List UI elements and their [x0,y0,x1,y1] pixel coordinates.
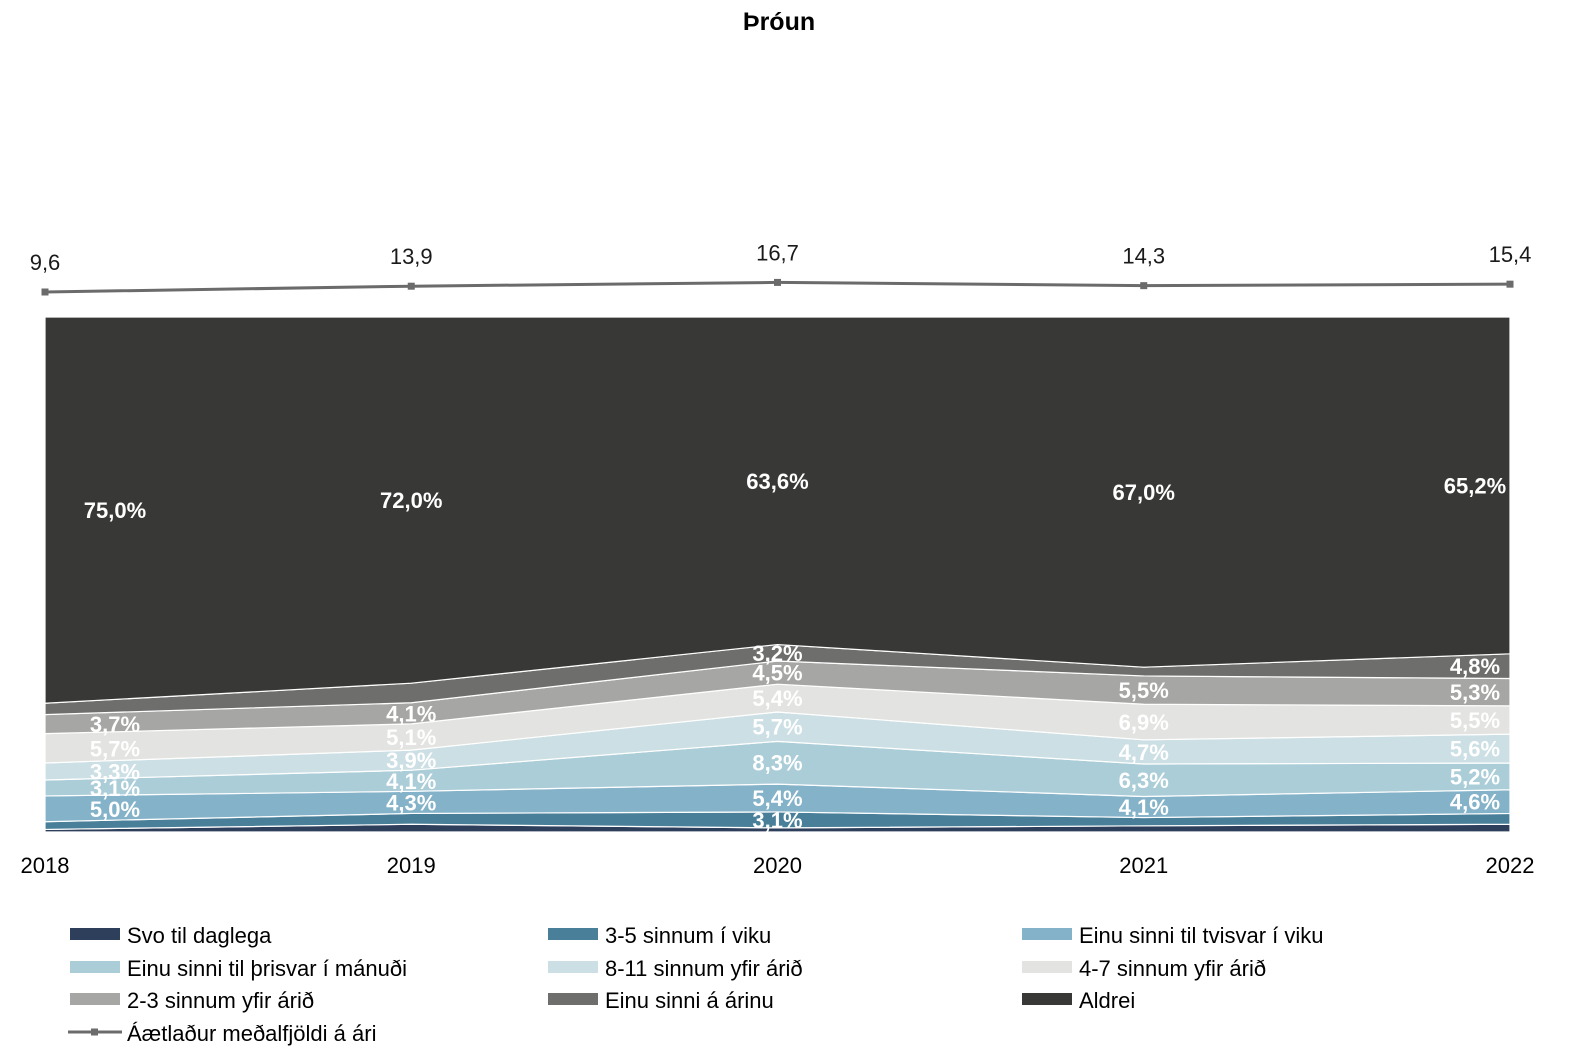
value-label: 5,6% [1450,737,1500,762]
value-label: 8,3% [752,751,802,776]
legend-label: Svo til daglega [127,923,272,948]
stacked-areas [44,316,1511,833]
legend-swatch [548,928,598,940]
value-label: 5,1% [386,725,436,750]
average-value-label: 9,6 [30,250,61,275]
average-value-label: 16,7 [756,240,799,265]
area-aldrei [44,316,1511,704]
value-label: 6,9% [1119,710,1169,735]
value-label: 4,7% [1119,740,1169,765]
value-label: 65,2% [1444,473,1506,498]
average-point [407,282,415,290]
value-label: 67,0% [1113,480,1175,505]
value-label: 4,6% [1450,790,1500,815]
legend-label: Einu sinni til þrisvar í mánuði [127,956,407,981]
chart-title: Þróun [743,8,815,36]
legend-label: Einu sinni til tvisvar í viku [1079,923,1324,948]
legend-label: Aldrei [1079,988,1135,1013]
average-point [1506,280,1514,288]
legend-label: 3-5 sinnum í viku [605,923,771,948]
legend-label: 8-11 sinnum yfir árið [605,956,803,981]
value-label: 5,4% [752,786,802,811]
value-label: 5,7% [752,715,802,740]
value-label: 4,1% [386,701,436,726]
value-label: 4,1% [386,769,436,794]
value-label: 5,7% [90,736,140,761]
value-label: 4,8% [1450,654,1500,679]
x-tick-label: 2019 [387,853,436,878]
value-label: 4,3% [386,790,436,815]
x-axis: 2018 2019 2020 2021 2022 [21,853,1535,878]
value-label: 4,5% [752,661,802,686]
value-labels: 3,1%5,0% 4,3% 5,4% 4,1% 4,6%3,1% 4,1%8,3%6,3%… [84,469,1506,833]
legend: Svo til daglega 3-5 sinnum í viku Einu sin… [68,923,1324,1046]
legend-swatch [1022,961,1072,973]
value-label: 3,3% [90,759,140,784]
legend-swatch [548,993,598,1005]
value-label: 3,9% [386,748,436,773]
value-label: 6,3% [1119,768,1169,793]
average-point [41,288,49,296]
value-label: 63,6% [746,469,808,494]
average-value-label: 15,4 [1489,242,1532,267]
legend-swatch [1022,993,1072,1005]
x-tick-label: 2021 [1119,853,1168,878]
value-label: 5,4% [752,686,802,711]
legend-label: 2-3 sinnum yfir árið [127,988,314,1013]
value-label: 5,5% [1450,708,1500,733]
legend-label: 4-7 sinnum yfir árið [1079,956,1266,981]
value-label: 3,1% [752,808,802,833]
average-point [1140,282,1148,290]
value-label: 3,1% [90,776,140,801]
x-tick-label: 2018 [21,853,70,878]
legend-swatch [548,961,598,973]
legend-label: Áætlaður meðalfjöldi á ári [127,1021,376,1046]
value-label: 3,7% [90,712,140,737]
value-label: 75,0% [84,498,146,523]
value-label: 3,2% [752,641,802,666]
legend-swatch [70,928,120,940]
x-tick-label: 2022 [1486,853,1535,878]
legend-line-marker [91,1028,98,1036]
value-label: 5,3% [1450,680,1500,705]
average-point [774,278,781,286]
legend-swatch [70,961,120,973]
value-label: 5,5% [1119,678,1169,703]
legend-swatch [1022,928,1072,940]
average-line-group: 9,6 13,9 16,7 14,3 15,4 [30,240,1532,296]
value-label: 72,0% [380,488,442,513]
legend-label: Einu sinni á árinu [605,988,774,1013]
x-tick-label: 2020 [753,853,802,878]
value-label: 4,1% [1119,795,1169,820]
value-label: 5,2% [1450,764,1500,789]
legend-swatch [70,993,120,1005]
value-label: 5,0% [90,797,140,822]
average-value-label: 14,3 [1122,244,1165,269]
average-value-label: 13,9 [390,244,433,269]
